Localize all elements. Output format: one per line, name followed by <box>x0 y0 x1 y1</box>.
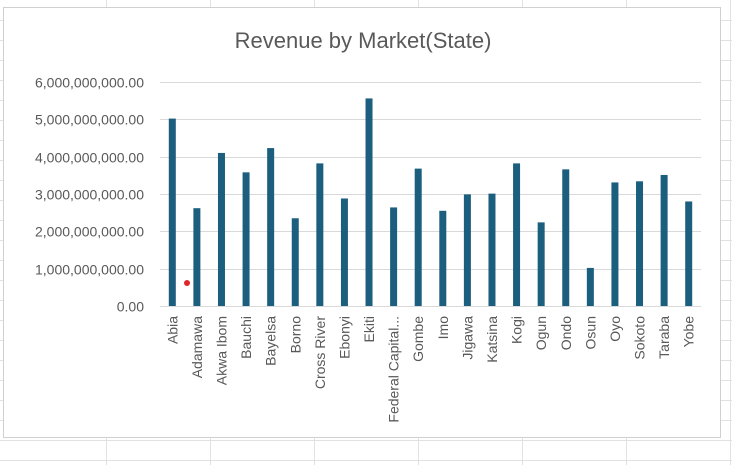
x-tick-label: Adamawa <box>189 316 205 378</box>
bar-borno[interactable] <box>291 218 299 306</box>
bar-federal-capital[interactable] <box>390 207 398 306</box>
selection-marker <box>184 280 190 286</box>
x-tick-label: Katsina <box>484 316 500 363</box>
bar-jigawa[interactable] <box>463 194 471 306</box>
chart-area[interactable]: Revenue by Market(State) 0.00 1,000,000,0… <box>3 7 721 438</box>
bar-imo[interactable] <box>439 210 447 306</box>
y-tick-label: 6,000,000,000.00 <box>35 75 144 91</box>
x-tick-label: Sokoto <box>632 316 648 360</box>
x-tick-label: Bayelsa <box>263 316 279 366</box>
x-tick-label: Oyo <box>607 316 623 342</box>
x-tick-label: Taraba <box>656 316 672 359</box>
bar-oyo[interactable] <box>611 182 619 306</box>
bar-ekiti[interactable] <box>365 98 373 306</box>
x-tick-label: Ondo <box>558 316 574 350</box>
x-tick-label: Federal Capital... <box>386 316 402 423</box>
x-tick-label: Yobe <box>681 316 697 348</box>
x-tick-label: Cross River <box>312 316 328 389</box>
x-tick-label: Ebonyi <box>336 316 352 359</box>
bar-taraba[interactable] <box>660 174 668 306</box>
y-tick-label: 5,000,000,000.00 <box>35 112 144 128</box>
bar-osun[interactable] <box>586 267 594 306</box>
x-tick-label: Osun <box>582 316 598 349</box>
x-tick-label: Bauchi <box>238 316 254 359</box>
x-tick-label: Imo <box>435 316 451 340</box>
bar-ogun[interactable] <box>537 222 545 306</box>
bar-ondo[interactable] <box>562 169 570 306</box>
bar-ebonyi[interactable] <box>340 198 348 306</box>
x-tick-label: Akwa Ibom <box>213 316 229 385</box>
y-tick-label: 3,000,000,000.00 <box>35 187 144 203</box>
chart-title[interactable]: Revenue by Market(State) <box>234 28 492 53</box>
bar-katsina[interactable] <box>488 193 496 306</box>
bar-cross-river[interactable] <box>316 163 324 306</box>
y-tick-label: 0.00 <box>117 299 144 315</box>
bar-akwa-ibom[interactable] <box>217 152 225 306</box>
plot-area: 0.00 1,000,000,000.00 2,000,000,000.00 3,00… <box>35 75 701 423</box>
x-tick-label: Kogi <box>509 316 525 344</box>
bar-adamawa[interactable] <box>193 208 201 306</box>
bar-sokoto[interactable] <box>636 181 644 306</box>
y-tick-label: 4,000,000,000.00 <box>35 150 144 166</box>
x-tick-label: Borno <box>287 316 303 354</box>
x-tick-label: Jigawa <box>459 316 475 360</box>
x-tick-label: Abia <box>164 316 180 344</box>
y-tick-label: 1,000,000,000.00 <box>35 262 144 278</box>
bar-yobe[interactable] <box>685 201 693 306</box>
y-tick-label: 2,000,000,000.00 <box>35 224 144 240</box>
x-tick-label: Ogun <box>533 316 549 350</box>
bar-bauchi[interactable] <box>242 172 250 306</box>
bar-bayelsa[interactable] <box>267 148 275 306</box>
bar-abia[interactable] <box>168 118 176 306</box>
x-tick-label: Ekiti <box>361 316 377 342</box>
bar-kogi[interactable] <box>513 163 521 306</box>
x-tick-label: Gombe <box>410 316 426 362</box>
bar-gombe[interactable] <box>414 168 422 306</box>
